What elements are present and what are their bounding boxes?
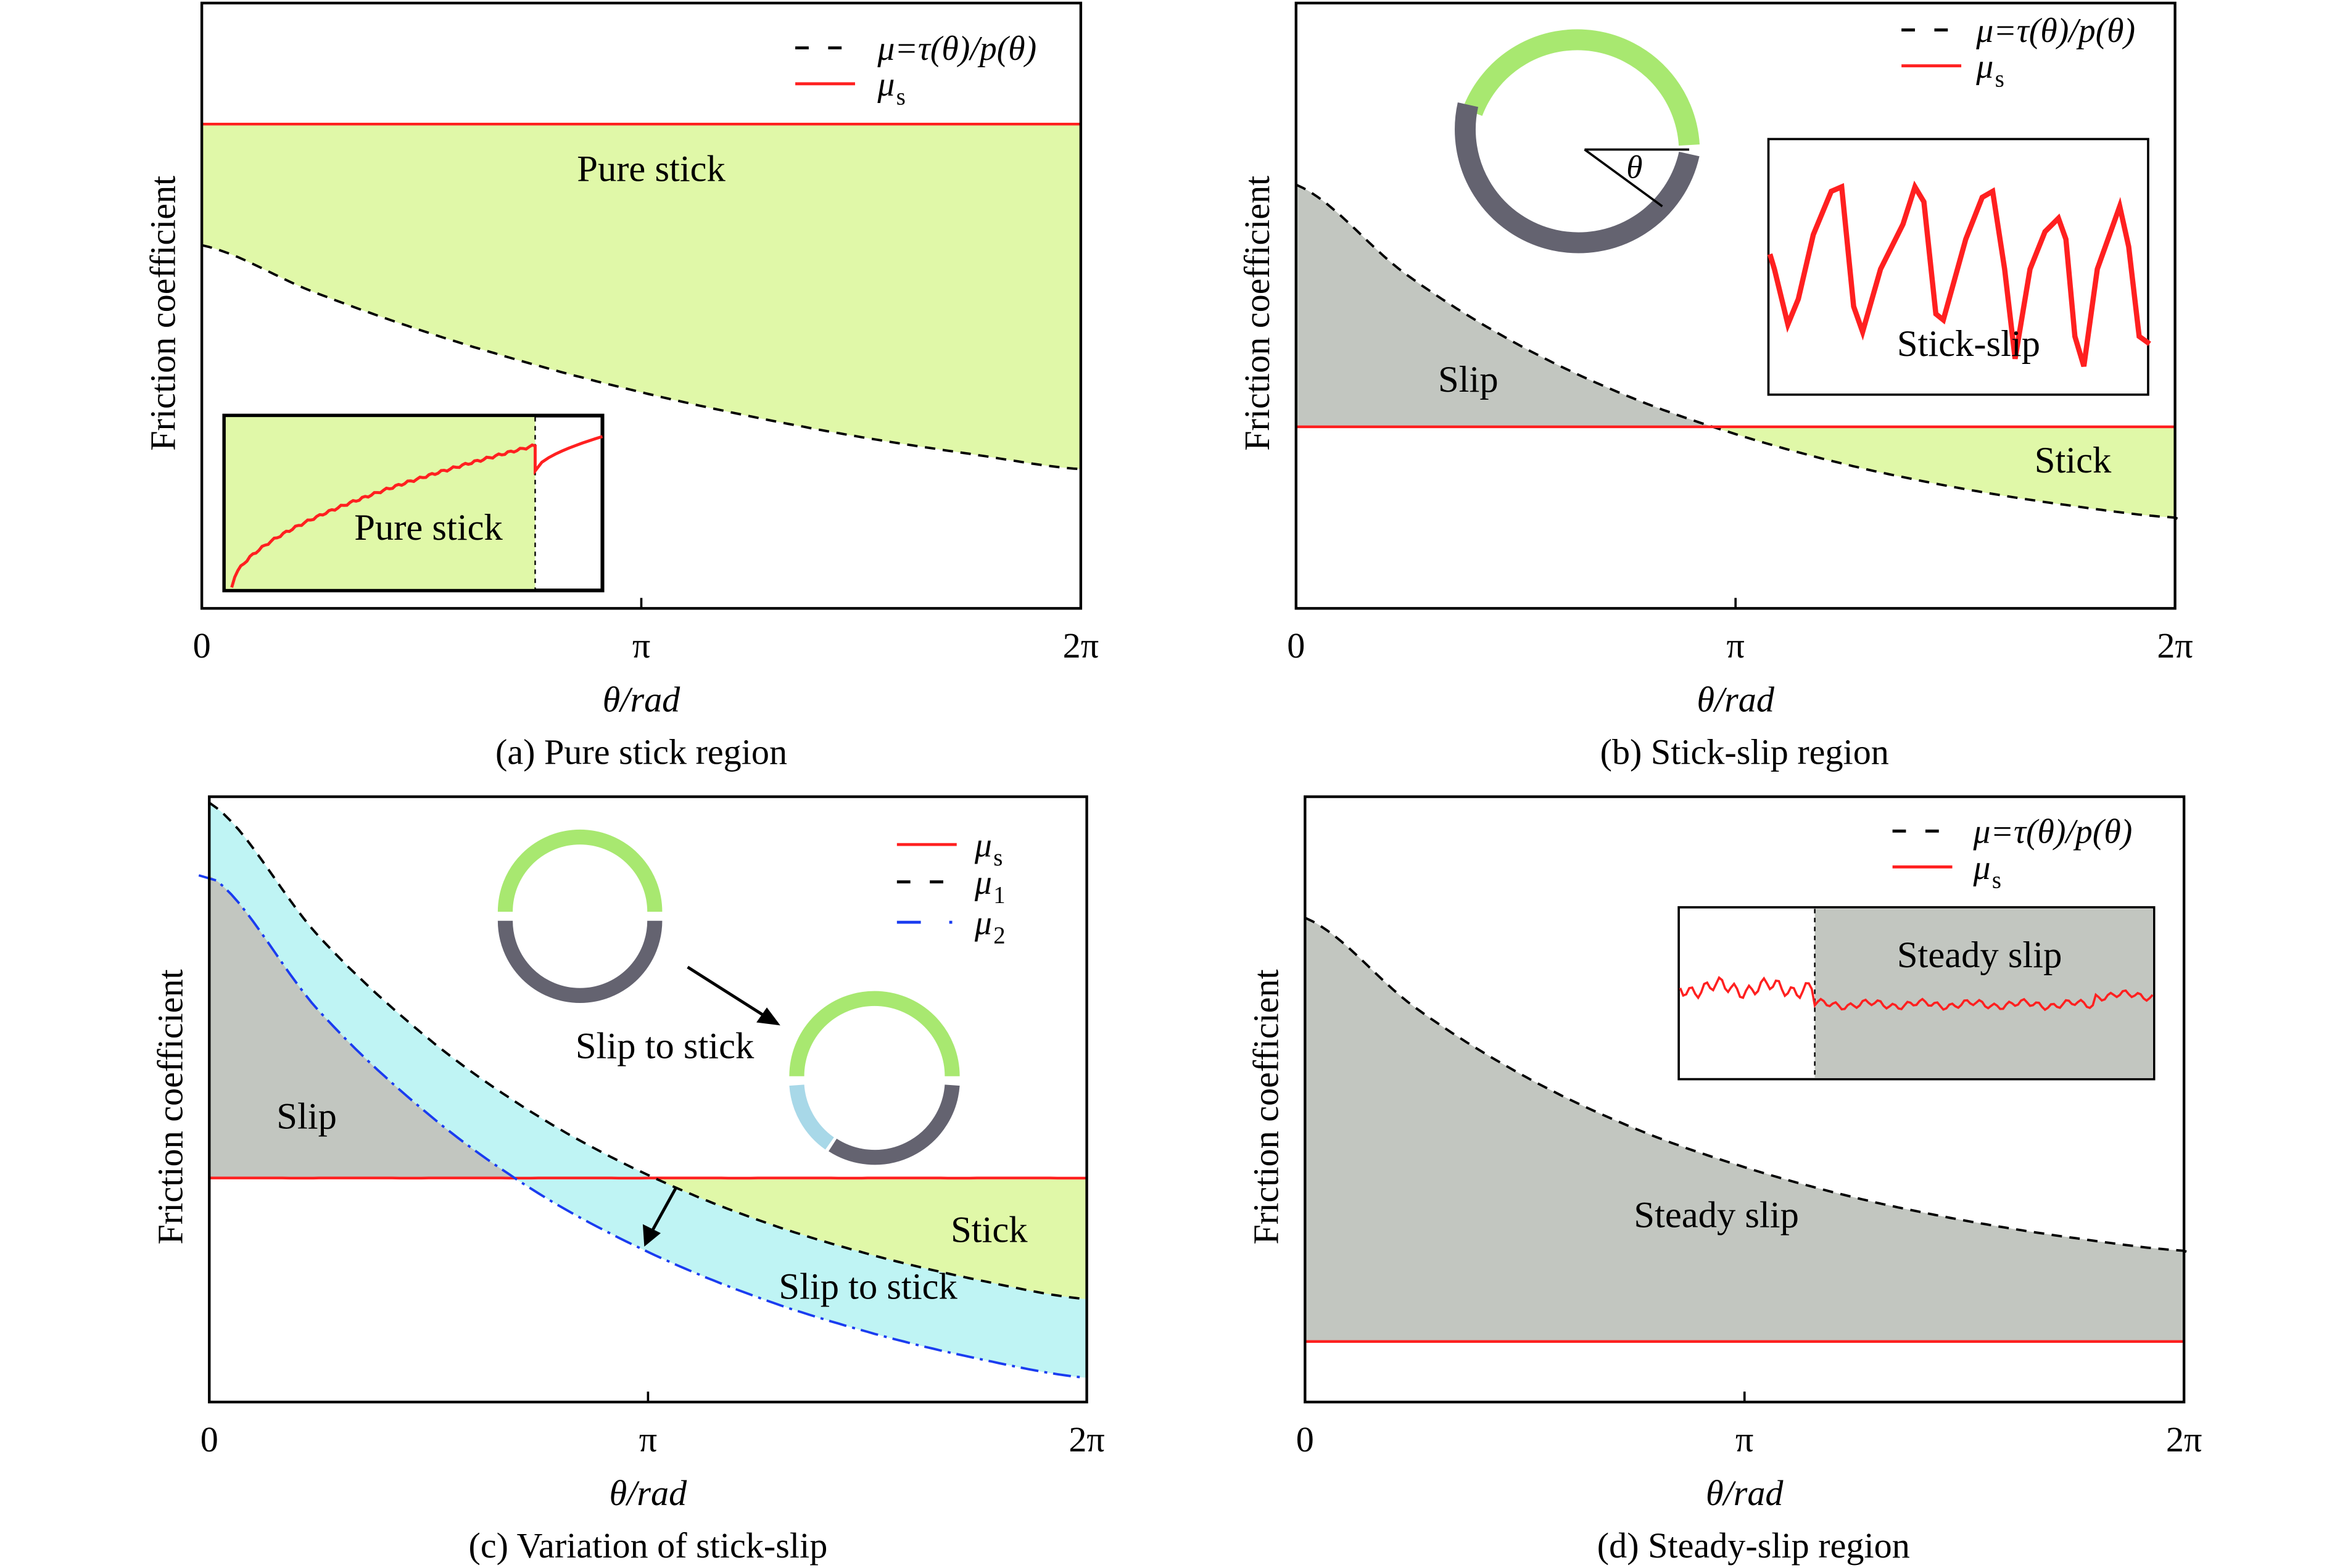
plot-frame bbox=[208, 795, 1088, 1404]
steady-slip-region bbox=[1305, 917, 2185, 1342]
x-tick-label: 0 bbox=[1296, 1419, 1314, 1459]
inset-label: Pure stick bbox=[354, 507, 503, 548]
inset-d: Steady slip bbox=[1677, 906, 2156, 1081]
x-tick-label: π bbox=[1727, 625, 1745, 666]
x-tick-label: 0 bbox=[201, 1419, 218, 1459]
region-label-slip-to-stick: Slip to stick bbox=[779, 1266, 957, 1308]
plot-frame bbox=[1304, 795, 2186, 1404]
legend-label: μ=τ(θ)/p(θ) bbox=[877, 30, 1036, 68]
stick-region bbox=[1713, 426, 2175, 518]
legend-symbol: μ bbox=[974, 864, 992, 902]
legend-symbol: μ=τ(θ)/p(θ) bbox=[1972, 813, 2132, 851]
inset-signal bbox=[1679, 976, 2154, 1012]
inset-b: Stick-slip bbox=[1767, 138, 2151, 396]
slip-to-stick-region bbox=[209, 803, 1087, 1378]
legend-label: μ=τ(θ)/p(θ) bbox=[1975, 12, 2135, 50]
inset-label: Steady slip bbox=[1897, 935, 2062, 976]
x-tick-label: π bbox=[639, 1419, 657, 1459]
x-tick-label: 2π bbox=[2157, 625, 2193, 666]
inset-a: Pure stick bbox=[222, 413, 605, 593]
x-tick-label: 2π bbox=[1063, 625, 1099, 666]
region-label-stick: Stick bbox=[951, 1210, 1028, 1251]
x-tick-label: 0 bbox=[193, 625, 211, 666]
x-tick-label: π bbox=[1735, 1419, 1753, 1459]
x-axis-label: θ/rad bbox=[603, 679, 680, 719]
legend-symbol: μ bbox=[974, 827, 992, 865]
slip-region bbox=[1296, 184, 1710, 427]
axes bbox=[200, 1, 2186, 1404]
panel-caption: (c) Variation of stick-slip bbox=[468, 1525, 827, 1566]
labels: Pure stick Slip Stick Slip Stick Slip to… bbox=[143, 12, 2202, 1566]
series-line bbox=[1295, 183, 2183, 522]
x-axis-label: θ/rad bbox=[1706, 1473, 1784, 1513]
series-line bbox=[198, 874, 1087, 1379]
legend-symbol: μ=τ(θ)/p(θ) bbox=[877, 30, 1036, 68]
region-label-stick: Stick bbox=[2035, 440, 2112, 481]
legend-subscript: s bbox=[1995, 66, 2004, 93]
legend-subscript: 2 bbox=[993, 922, 1005, 949]
stick-region bbox=[656, 1178, 1087, 1300]
x-axis-label: θ/rad bbox=[610, 1473, 687, 1513]
panel-caption: (d) Steady-slip region bbox=[1597, 1525, 1910, 1566]
legend-subscript: s bbox=[993, 844, 1003, 871]
legend-subscript: s bbox=[1992, 867, 2001, 893]
legend-symbol: μ=τ(θ)/p(θ) bbox=[1975, 12, 2135, 50]
legend-symbol: μ bbox=[877, 65, 895, 104]
region-label-slip: Slip bbox=[1438, 359, 1499, 400]
annotation-slip-to-stick: Slip to stick bbox=[576, 1026, 755, 1067]
legend-symbol: μ bbox=[1975, 47, 1993, 86]
arrows bbox=[642, 965, 780, 1247]
legend-symbol: μ bbox=[1972, 849, 1990, 887]
region-label-slip: Slip bbox=[276, 1096, 337, 1137]
x-tick-label: π bbox=[632, 625, 650, 666]
pure-stick-region bbox=[202, 124, 1081, 469]
inset-signal bbox=[230, 435, 603, 588]
region-fills bbox=[202, 124, 2185, 1378]
region-label-steady-slip: Steady slip bbox=[1634, 1194, 1798, 1236]
y-axis-label: Friction coefficient bbox=[1246, 969, 1286, 1244]
ring-icon-c-slip bbox=[497, 829, 663, 1003]
x-tick-label: 2π bbox=[2166, 1419, 2202, 1459]
legend-subscript: s bbox=[896, 84, 906, 110]
ring-icon-c-stick bbox=[789, 991, 960, 1165]
inset-label: Stick-slip bbox=[1897, 323, 2040, 365]
legend-subscript: 1 bbox=[993, 882, 1005, 909]
series-line bbox=[1304, 917, 2191, 1255]
ring-icon-b: θ bbox=[1455, 29, 1700, 254]
theta-label: θ bbox=[1626, 149, 1642, 185]
x-axis-label: θ/rad bbox=[1697, 679, 1774, 719]
region-label-pure-stick: Pure stick bbox=[577, 148, 726, 189]
panel-caption: (b) Stick-slip region bbox=[1600, 732, 1889, 772]
y-axis-label: Friction coefficient bbox=[151, 969, 191, 1244]
legend-symbol: μ bbox=[974, 904, 992, 943]
inset-signal bbox=[1767, 180, 2151, 367]
series-lines bbox=[198, 123, 2191, 1379]
slip-region bbox=[209, 875, 512, 1178]
panel-caption: (a) Pure stick region bbox=[495, 732, 787, 772]
y-axis-label: Friction coefficient bbox=[1237, 176, 1277, 451]
series-line bbox=[201, 244, 1081, 471]
series-line bbox=[209, 801, 1087, 1300]
x-tick-label: 2π bbox=[1069, 1419, 1104, 1459]
legend-label: μ=τ(θ)/p(θ) bbox=[1972, 813, 2132, 851]
x-tick-label: 0 bbox=[1287, 625, 1305, 666]
y-axis-label: Friction coefficient bbox=[143, 176, 183, 451]
